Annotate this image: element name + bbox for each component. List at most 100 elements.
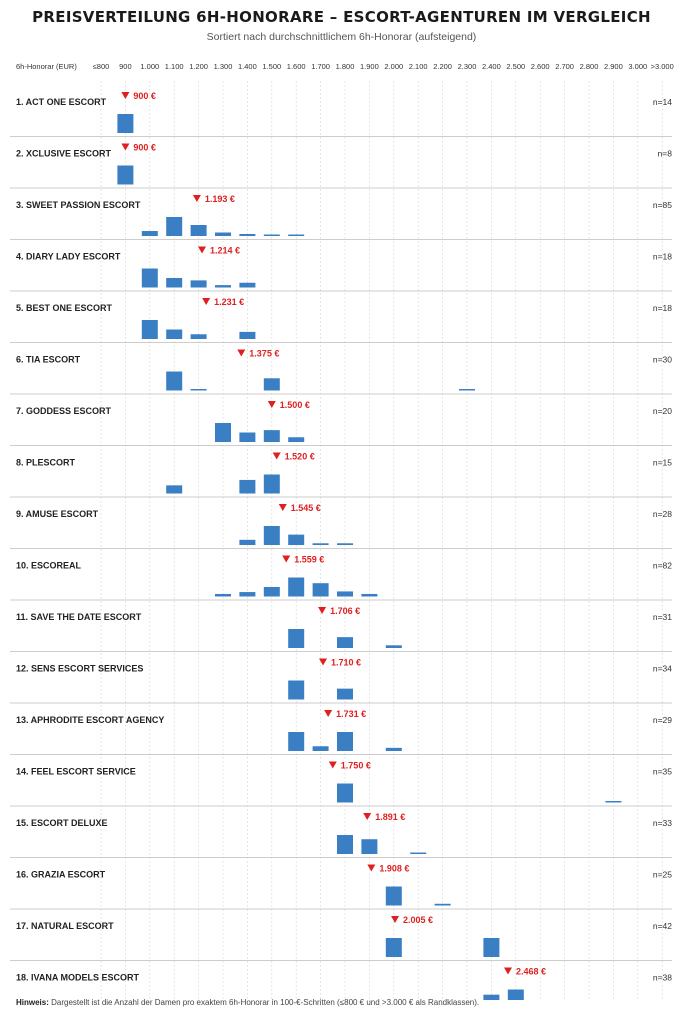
histogram-bar bbox=[288, 437, 305, 442]
mean-value-label: 2.468 € bbox=[516, 967, 546, 977]
mean-value-label: 1.891 € bbox=[375, 812, 405, 822]
mean-marker bbox=[367, 864, 376, 872]
mean-value-label: 1.731 € bbox=[336, 709, 366, 719]
x-tick-label: 2.000 bbox=[384, 62, 403, 71]
agency-label: 16. GRAZIA ESCORT bbox=[16, 870, 106, 880]
histogram-bar bbox=[117, 114, 134, 133]
sample-size-label: n=25 bbox=[653, 870, 672, 880]
histogram-bar bbox=[190, 389, 207, 391]
histogram-bar bbox=[215, 593, 231, 597]
mean-value-label: 900 € bbox=[133, 91, 156, 101]
agency-label: 2. XCLUSIVE ESCORT bbox=[16, 149, 112, 159]
histogram-bar bbox=[239, 432, 256, 442]
sample-size-label: n=8 bbox=[658, 149, 673, 159]
histogram-bar bbox=[312, 543, 329, 545]
x-tick-label: 2.400 bbox=[482, 62, 501, 71]
x-axis-label: 6h-Honorar (EUR) bbox=[16, 62, 77, 71]
agency-label: 12. SENS ESCORT SERVICES bbox=[16, 664, 143, 674]
mean-marker bbox=[272, 452, 281, 460]
sample-size-label: n=34 bbox=[653, 664, 672, 674]
x-tick-label: 1.500 bbox=[262, 62, 281, 71]
agency-label: 10. ESCOREAL bbox=[16, 561, 82, 571]
x-tick-label: 1.200 bbox=[189, 62, 208, 71]
agency-label: 18. IVANA MODELS ESCORT bbox=[16, 973, 140, 983]
sample-size-label: n=29 bbox=[653, 715, 672, 725]
agency-label: 9. AMUSE ESCORT bbox=[16, 509, 99, 519]
x-tick-label: 2.600 bbox=[531, 62, 550, 71]
histogram-bar bbox=[483, 938, 500, 957]
mean-marker bbox=[121, 143, 130, 151]
mean-value-label: 1.908 € bbox=[379, 864, 409, 874]
mean-value-label: 1.500 € bbox=[280, 400, 310, 410]
histogram-bar bbox=[385, 886, 402, 906]
agency-label: 17. NATURAL ESCORT bbox=[16, 921, 114, 931]
sample-size-label: n=15 bbox=[653, 458, 672, 468]
agency-label: 7. GODDESS ESCORT bbox=[16, 406, 112, 416]
histogram-bar bbox=[141, 231, 158, 236]
agency-label: 1. ACT ONE ESCORT bbox=[16, 97, 107, 107]
histogram-bar bbox=[288, 534, 305, 545]
mean-marker bbox=[267, 401, 276, 408]
histogram-bar bbox=[263, 587, 280, 597]
mean-value-label: 1.231 € bbox=[214, 297, 244, 307]
histogram-bar bbox=[337, 591, 353, 597]
agency-label: 13. APHRODITE ESCORT AGENCY bbox=[16, 715, 164, 725]
histogram-bar bbox=[507, 989, 524, 1000]
x-tick-label: 2.500 bbox=[506, 62, 525, 71]
histogram-bar bbox=[166, 371, 183, 391]
histogram-bar bbox=[215, 232, 231, 236]
histogram-bar bbox=[337, 543, 353, 545]
mean-value-label: 900 € bbox=[133, 143, 156, 153]
histogram-bar bbox=[385, 747, 402, 751]
histogram-bar bbox=[239, 282, 256, 288]
mean-value-label: 1.706 € bbox=[330, 606, 360, 616]
histogram-bar bbox=[141, 268, 158, 288]
histogram-bar bbox=[337, 732, 353, 751]
x-tick-label: 2.900 bbox=[604, 62, 623, 71]
histogram-bar bbox=[337, 637, 353, 648]
x-tick-label: 2.700 bbox=[555, 62, 574, 71]
histogram-bar bbox=[263, 474, 280, 494]
mean-value-label: 1.750 € bbox=[341, 761, 371, 771]
sample-size-label: n=38 bbox=[653, 973, 672, 983]
histogram-bar bbox=[312, 746, 329, 751]
histogram-bar bbox=[239, 539, 256, 545]
histogram-bar bbox=[239, 592, 256, 597]
x-tick-label: 1.900 bbox=[360, 62, 379, 71]
mean-marker bbox=[278, 504, 287, 511]
mean-marker bbox=[363, 813, 372, 820]
sample-size-label: n=28 bbox=[653, 509, 672, 519]
x-tick-label: 1.800 bbox=[336, 62, 355, 71]
mean-marker bbox=[198, 246, 207, 254]
sample-size-label: n=18 bbox=[653, 303, 672, 313]
histogram-bar bbox=[459, 389, 475, 391]
sample-size-label: n=30 bbox=[653, 355, 672, 365]
agency-label: 15. ESCORT DELUXE bbox=[16, 818, 108, 828]
histogram-bar bbox=[166, 485, 183, 494]
mean-value-label: 1.193 € bbox=[205, 194, 235, 204]
x-tick-label: 1.400 bbox=[238, 62, 257, 71]
agency-label: 11. SAVE THE DATE ESCORT bbox=[16, 612, 142, 622]
x-tick-label: 1.600 bbox=[287, 62, 306, 71]
histogram-bar bbox=[288, 680, 305, 700]
x-tick-label: 1.300 bbox=[214, 62, 233, 71]
histogram-bar bbox=[117, 165, 134, 185]
agency-label: 4. DIARY LADY ESCORT bbox=[16, 252, 121, 262]
histogram-bar bbox=[288, 577, 305, 597]
chart-subtitle: Sortiert nach durchschnittlichem 6h-Hono… bbox=[206, 31, 477, 43]
mean-marker bbox=[121, 92, 130, 99]
sample-size-label: n=31 bbox=[653, 612, 672, 622]
histogram-bar bbox=[337, 783, 353, 803]
histogram-bar bbox=[385, 645, 402, 648]
histogram-bar bbox=[263, 526, 280, 545]
mean-marker bbox=[328, 761, 337, 769]
histogram-bar bbox=[141, 320, 158, 339]
histogram-bar bbox=[312, 583, 329, 597]
mean-value-label: 1.375 € bbox=[249, 349, 279, 359]
agency-label: 6. TIA ESCORT bbox=[16, 355, 81, 365]
histogram-bar bbox=[288, 629, 305, 648]
histogram-bar bbox=[215, 423, 231, 442]
x-tick-label: ≤800 bbox=[93, 62, 110, 71]
x-tick-label: 2.300 bbox=[458, 62, 477, 71]
x-tick-label: 1.000 bbox=[140, 62, 159, 71]
